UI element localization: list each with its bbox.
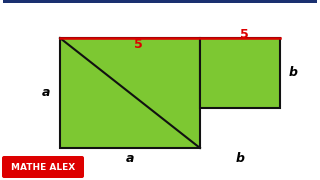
Bar: [3, 0, 317, 3]
Text: BERECHNE DEN FLÄCHENINHALT: BERECHNE DEN FLÄCHENINHALT: [48, 12, 272, 26]
Text: MATHE ALEX: MATHE ALEX: [11, 163, 75, 172]
Text: b: b: [289, 66, 298, 80]
Bar: [200, 38, 280, 108]
Text: a: a: [42, 87, 50, 100]
FancyBboxPatch shape: [2, 156, 84, 178]
Text: a: a: [126, 152, 134, 165]
Text: b: b: [236, 152, 244, 165]
Text: 5: 5: [134, 37, 142, 51]
Text: 5: 5: [240, 28, 248, 40]
Bar: [60, 38, 200, 148]
